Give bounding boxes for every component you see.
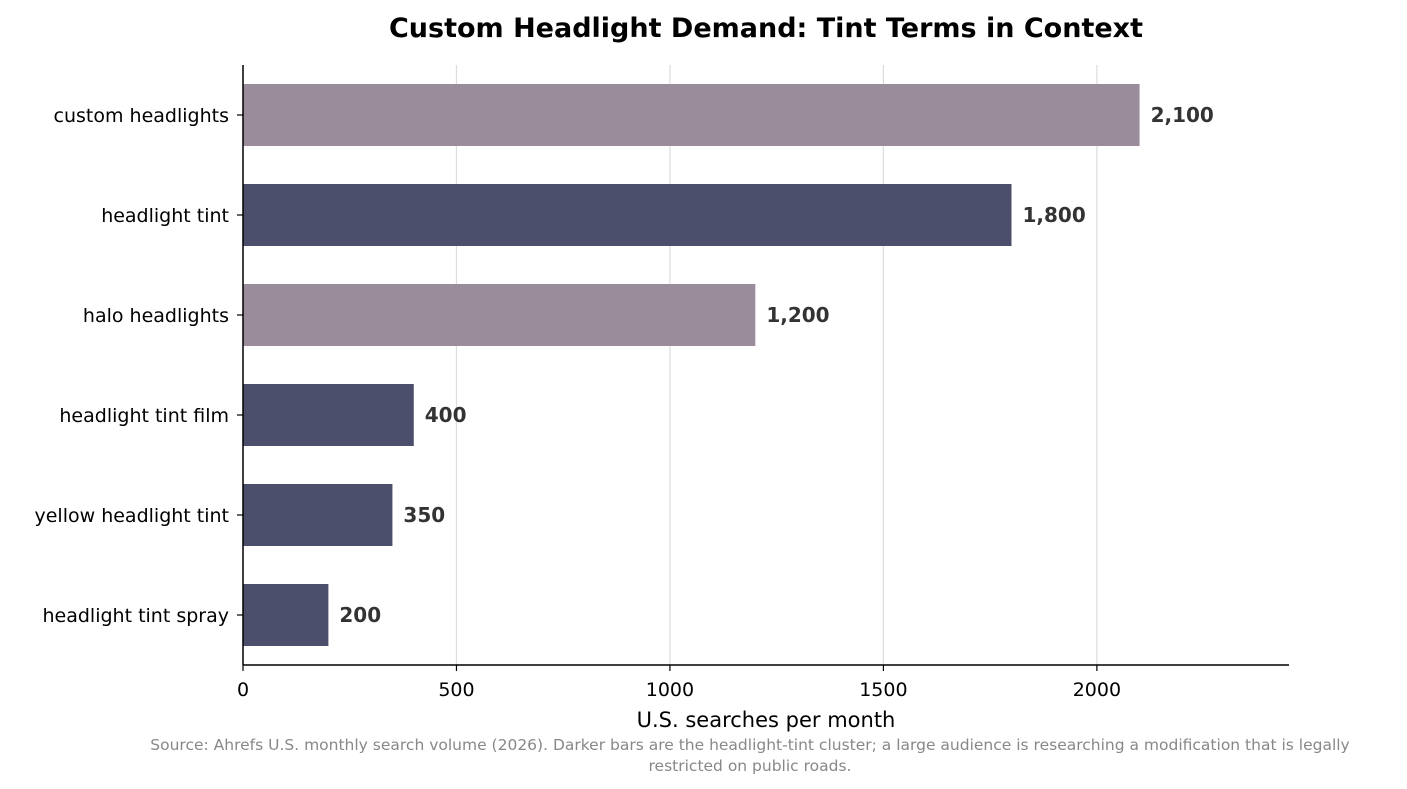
y-tick-label: headlight tint <box>101 205 229 227</box>
data-label: 1,200 <box>766 303 829 327</box>
y-tick-label: halo headlights <box>83 305 229 327</box>
bar <box>243 484 393 546</box>
bars <box>243 84 1140 646</box>
bar <box>243 84 1140 146</box>
bar <box>243 184 1012 246</box>
footnote-line-1: Source: Ahrefs U.S. monthly search volum… <box>150 736 1349 754</box>
x-tick-label: 1000 <box>646 679 694 701</box>
x-tick-label: 1500 <box>859 679 907 701</box>
data-label: 1,800 <box>1022 203 1085 227</box>
bar <box>243 384 414 446</box>
x-axis-label: U.S. searches per month <box>637 708 896 732</box>
data-labels: 2,100 1,800 1,200 400 350 200 <box>339 103 1213 627</box>
data-label: 2,100 <box>1151 103 1214 127</box>
footnote-line-2: restricted on public roads. <box>649 757 852 775</box>
y-axis-ticks: custom headlights headlight tint halo head… <box>35 105 243 627</box>
y-tick-label: headlight tint spray <box>42 605 229 627</box>
data-label: 400 <box>425 403 467 427</box>
chart-title: Custom Headlight Demand: Tint Terms in C… <box>389 13 1143 44</box>
y-tick-label: custom headlights <box>54 105 229 127</box>
bar <box>243 284 756 346</box>
x-tick-label: 500 <box>438 679 474 701</box>
x-axis-ticks: 0 500 1000 1500 2000 <box>237 665 1121 701</box>
axes <box>242 65 1289 666</box>
data-label: 200 <box>339 603 381 627</box>
y-tick-label: yellow headlight tint <box>35 505 230 527</box>
gridlines <box>455 65 1098 665</box>
x-tick-label: 0 <box>237 679 249 701</box>
data-label: 350 <box>403 503 445 527</box>
x-tick-label: 2000 <box>1073 679 1121 701</box>
bar <box>243 584 329 646</box>
y-tick-label: headlight tint film <box>59 405 229 427</box>
